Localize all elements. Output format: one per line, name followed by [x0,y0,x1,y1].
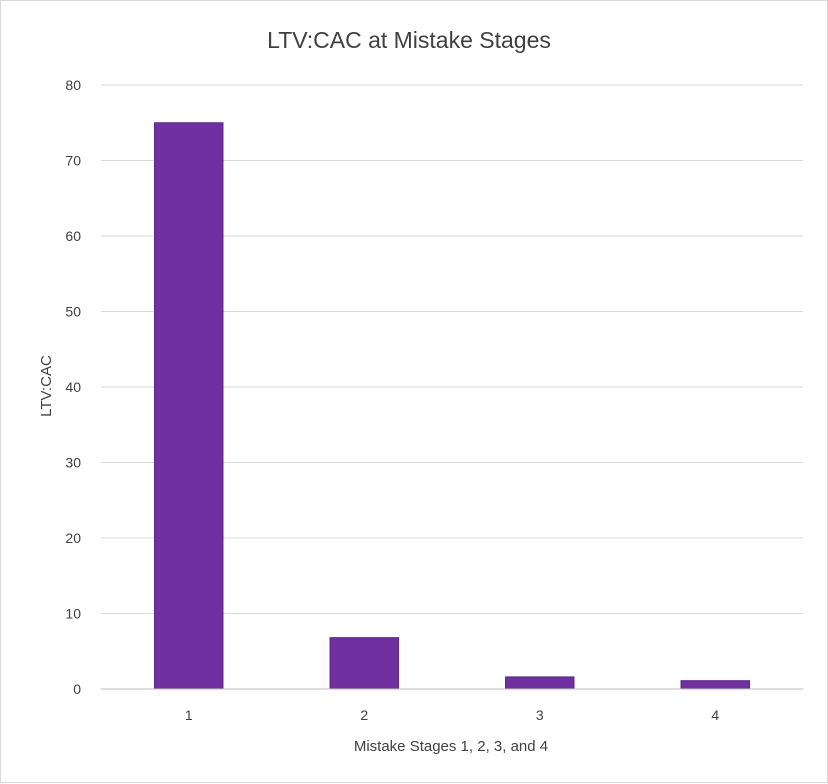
x-tick-label: 2 [360,707,368,723]
y-axis-ticks: 0 10 20 30 40 50 60 70 80 [65,77,81,697]
bar-stage-1 [154,122,224,690]
x-tick-label: 3 [536,707,544,723]
y-tick-label: 0 [73,681,81,697]
y-axis-label: LTV:CAC [38,355,55,417]
x-axis-label: Mistake Stages 1, 2, 3, and 4 [354,738,548,755]
bar-stage-4 [680,680,750,690]
bar-stage-2 [329,637,399,690]
bars [154,122,750,690]
x-axis-ticks: 1 2 3 4 [185,707,720,723]
y-tick-label: 80 [65,77,81,93]
bar-stage-3 [505,676,575,690]
chart-title: LTV:CAC at Mistake Stages [267,27,551,53]
y-tick-label: 70 [65,153,81,169]
x-tick-label: 1 [185,707,193,723]
y-tick-label: 40 [65,379,81,395]
x-tick-label: 4 [711,707,719,723]
y-tick-label: 50 [65,304,81,320]
y-tick-label: 60 [65,228,81,244]
y-tick-label: 10 [65,606,81,622]
y-tick-label: 30 [65,455,81,471]
y-tick-label: 20 [65,530,81,546]
